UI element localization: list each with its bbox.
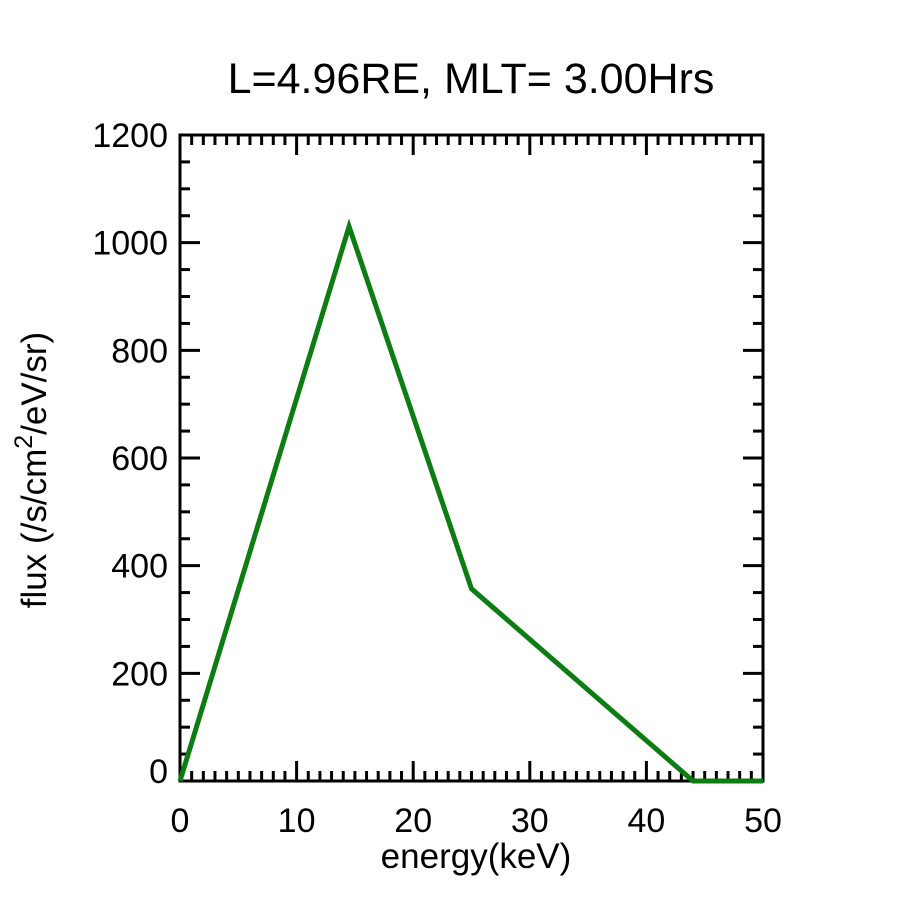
x-tick-label: 50 xyxy=(744,802,782,840)
y-tick-label: 1200 xyxy=(92,117,168,155)
y-axis-label-part: flux (/s/cm xyxy=(15,449,54,608)
y-tick-label: 600 xyxy=(111,440,168,478)
x-tick-label: 10 xyxy=(278,802,316,840)
y-tick-labels: 0 200 400 600 800 1000 1200 xyxy=(92,117,168,791)
y-axis-label-part: 2 xyxy=(10,435,38,449)
y-axis-label: flux (/s/cm2/eV/sr) xyxy=(10,332,54,608)
chart-title: L=4.96RE, MLT= 3.00Hrs xyxy=(228,55,715,103)
y-tick-label: 200 xyxy=(111,655,168,693)
tick-marks xyxy=(178,133,765,783)
y-tick-label: 800 xyxy=(111,332,168,370)
x-axis-label: energy(keV) xyxy=(381,837,572,876)
x-tick-label: 30 xyxy=(511,802,549,840)
x-tick-labels: 0 10 20 30 40 50 xyxy=(171,802,782,840)
y-tick-label: 1000 xyxy=(92,225,168,263)
x-tick-label: 40 xyxy=(627,802,665,840)
y-tick-label: 400 xyxy=(111,548,168,586)
x-tick-label: 20 xyxy=(394,802,432,840)
y-axis-label-part: /eV/sr) xyxy=(15,332,54,435)
flux-line xyxy=(177,218,763,784)
x-tick-label: 0 xyxy=(171,802,190,840)
y-tick-label: 0 xyxy=(149,753,168,791)
plot-frame xyxy=(178,133,765,783)
